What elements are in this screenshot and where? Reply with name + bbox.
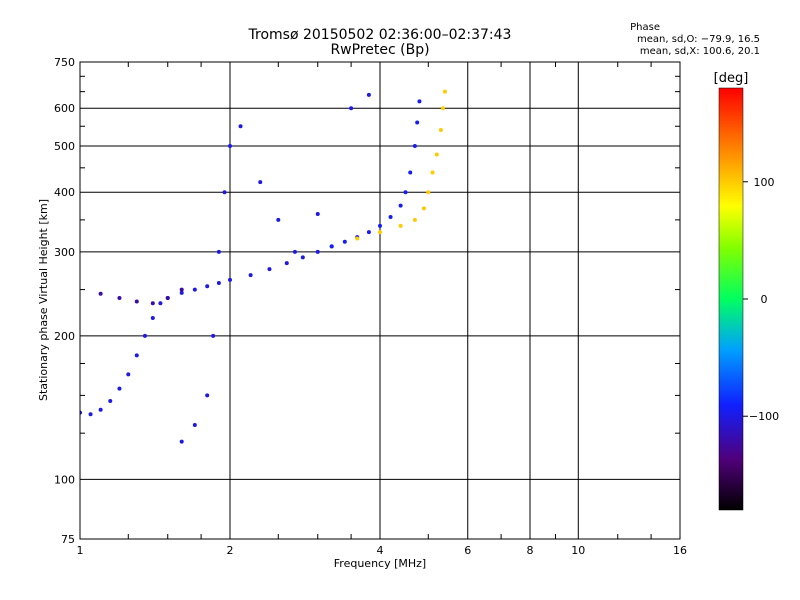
data-point [108,399,113,404]
x-tick-label: 16 [673,544,687,557]
colorbar-unit-label: [deg] [714,71,749,86]
y-tick-label: 300 [54,246,75,259]
x-axis-label: Frequency [MHz] [334,557,426,570]
colorbar-tick-label: 0 [761,293,768,306]
data-point [284,261,289,266]
data-point [421,206,426,211]
data-point [205,393,210,398]
data-point [440,106,445,111]
data-point [117,386,122,391]
colorbar-ticks: 100 0 −100 [743,176,779,423]
data-point [349,106,354,111]
x-axis-ticks: 1 2 4 6 8 10 16 [77,62,687,557]
data-point [258,180,263,185]
data-point [238,124,243,129]
data-point [216,281,221,286]
x-tick-label: 4 [377,544,384,557]
data-point [342,239,347,244]
data-point [179,287,184,292]
data-point [438,128,443,133]
data-point [134,299,139,304]
data-point [300,255,305,260]
data-point [248,273,253,278]
colorbar-tick-label: 100 [754,176,775,189]
y-tick-label: 200 [54,330,75,343]
colorbar-tick-label: −100 [749,410,779,423]
data-point [228,143,232,148]
data-point [158,301,163,306]
data-point [276,217,281,222]
data-point [430,170,435,175]
data-point [292,249,297,254]
x-tick-label: 8 [527,544,534,557]
data-point [408,170,413,175]
data-point [315,249,320,254]
data-point [388,214,393,219]
y-tick-label: 400 [54,186,75,199]
data-point [179,439,184,444]
data-point [398,203,403,208]
data-point [126,372,131,377]
x-tick-label: 2 [227,544,234,557]
data-point [222,190,227,195]
data-point [150,315,155,320]
data-point [366,230,371,235]
chart-title: Tromsø 20150502 02:36:00–02:37:43 [248,27,512,43]
data-point [412,143,417,148]
data-points [80,89,447,444]
phase-o-stats: mean, sd,O: −79.9, 16.5 [637,34,760,45]
data-point [228,277,232,282]
data-point [98,407,103,412]
data-point [403,190,408,195]
data-point [142,333,147,338]
x-tick-label: 1 [77,544,84,557]
data-point [415,120,420,125]
phase-heading: Phase [630,22,660,33]
data-point [216,249,221,254]
y-axis-label: Stationary phase Virtual Height [km] [37,199,50,401]
data-point [315,212,320,217]
data-point [426,190,431,195]
chart-subtitle: RwPretec (Bp) [330,42,430,58]
data-point [355,236,360,241]
y-tick-label: 500 [54,140,75,153]
data-point [192,423,197,428]
y-tick-label: 100 [54,473,75,486]
data-point [366,92,371,97]
data-point [378,223,382,228]
data-point [267,267,272,272]
data-point [150,301,155,306]
y-tick-label: 600 [54,102,75,115]
data-point [179,290,184,295]
colorbar [719,88,743,510]
y-axis-ticks: 75 100 200 300 400 500 600 750 [54,56,680,546]
data-point [434,152,439,157]
data-point [398,223,403,228]
data-point [134,353,139,358]
data-point [412,217,417,222]
data-point [378,230,382,235]
data-point [442,89,447,94]
data-point [417,99,422,104]
y-tick-label: 75 [61,533,75,546]
data-point [117,296,122,301]
data-point [205,284,210,289]
data-point [192,287,197,292]
phase-x-stats: mean, sd,X: 100.6, 20.1 [639,46,760,57]
y-tick-label: 750 [54,56,75,69]
plot-frame [79,61,681,540]
x-tick-label: 10 [571,544,585,557]
data-point [165,296,170,301]
data-point [88,412,93,417]
data-point [98,291,103,296]
x-tick-label: 6 [464,544,471,557]
data-point [329,244,334,249]
grid-lines [80,62,680,539]
data-point [211,333,216,338]
